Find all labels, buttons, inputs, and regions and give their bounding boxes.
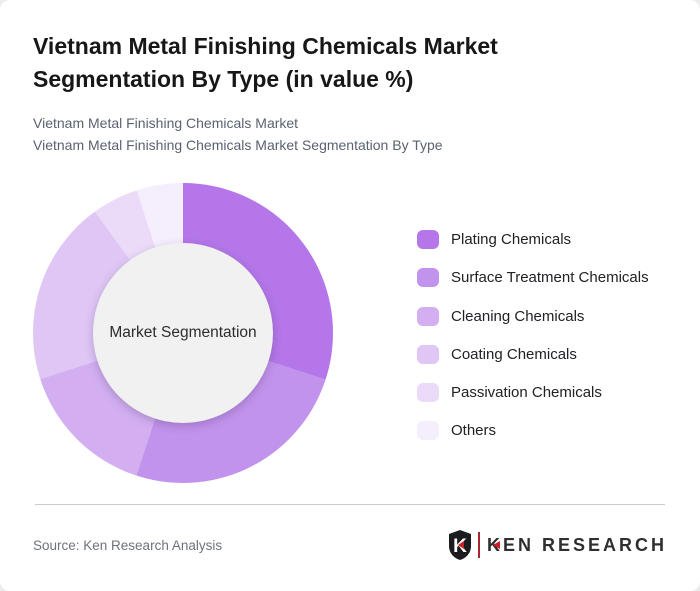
- legend-swatch-icon: [417, 306, 439, 326]
- chart-subtitle-line1: Vietnam Metal Finishing Chemicals Market: [33, 115, 299, 131]
- chart-legend: Plating Chemicals Surface Treatment Chemi…: [417, 230, 649, 460]
- legend-swatch-icon: [417, 230, 439, 249]
- legend-item-others[interactable]: Others: [417, 421, 649, 441]
- legend-item-cleaning-chemicals[interactable]: Cleaning Chemicals: [417, 306, 649, 326]
- legend-label: Plating Chemicals: [451, 231, 572, 248]
- legend-label: Coating Chemicals: [451, 345, 577, 363]
- legend-swatch-icon: [417, 383, 439, 403]
- donut-chart: Market Segmentation: [33, 183, 333, 483]
- legend-item-passivation-chemicals[interactable]: Passivation Chemicals: [417, 383, 649, 403]
- legend-swatch-icon: [417, 268, 439, 288]
- legend-label: Surface Treatment Chemicals: [451, 269, 649, 287]
- shield-letter: K: [453, 536, 467, 557]
- legend-item-coating-chemicals[interactable]: Coating Chemicals: [417, 344, 649, 364]
- legend-label: Cleaning Chemicals: [451, 307, 585, 325]
- donut-center-label: Market Segmentation: [109, 324, 257, 341]
- logo-separator: [477, 532, 480, 558]
- footer-divider: [35, 504, 665, 505]
- chart-subtitle-line2: Vietnam Metal Finishing Chemicals Market…: [33, 136, 443, 153]
- legend-item-surface-treatment-chemicals[interactable]: Surface Treatment Chemicals: [417, 268, 649, 288]
- legend-swatch-icon: [417, 344, 439, 364]
- legend-label: Others: [451, 422, 497, 440]
- ken-research-logo: K KEN RESEARCH: [448, 529, 667, 561]
- shield-red-triangle-icon: [457, 541, 464, 549]
- legend-label: Passivation Chemicals: [451, 384, 602, 402]
- shield-k-icon: K: [448, 530, 471, 560]
- legend-swatch-icon: [417, 421, 439, 441]
- legend-item-plating-chemicals[interactable]: Plating Chemicals: [417, 230, 649, 249]
- logo-wordmark: KEN RESEARCH: [486, 534, 667, 555]
- chart-title: Vietnam Metal Finishing Chemicals Market…: [33, 33, 498, 92]
- donut-center-circle: Market Segmentation: [93, 243, 273, 423]
- source-text: Source: Ken Research Analysis: [33, 538, 223, 553]
- chart-subtitles: Vietnam Metal Finishing Chemicals Market…: [33, 113, 443, 156]
